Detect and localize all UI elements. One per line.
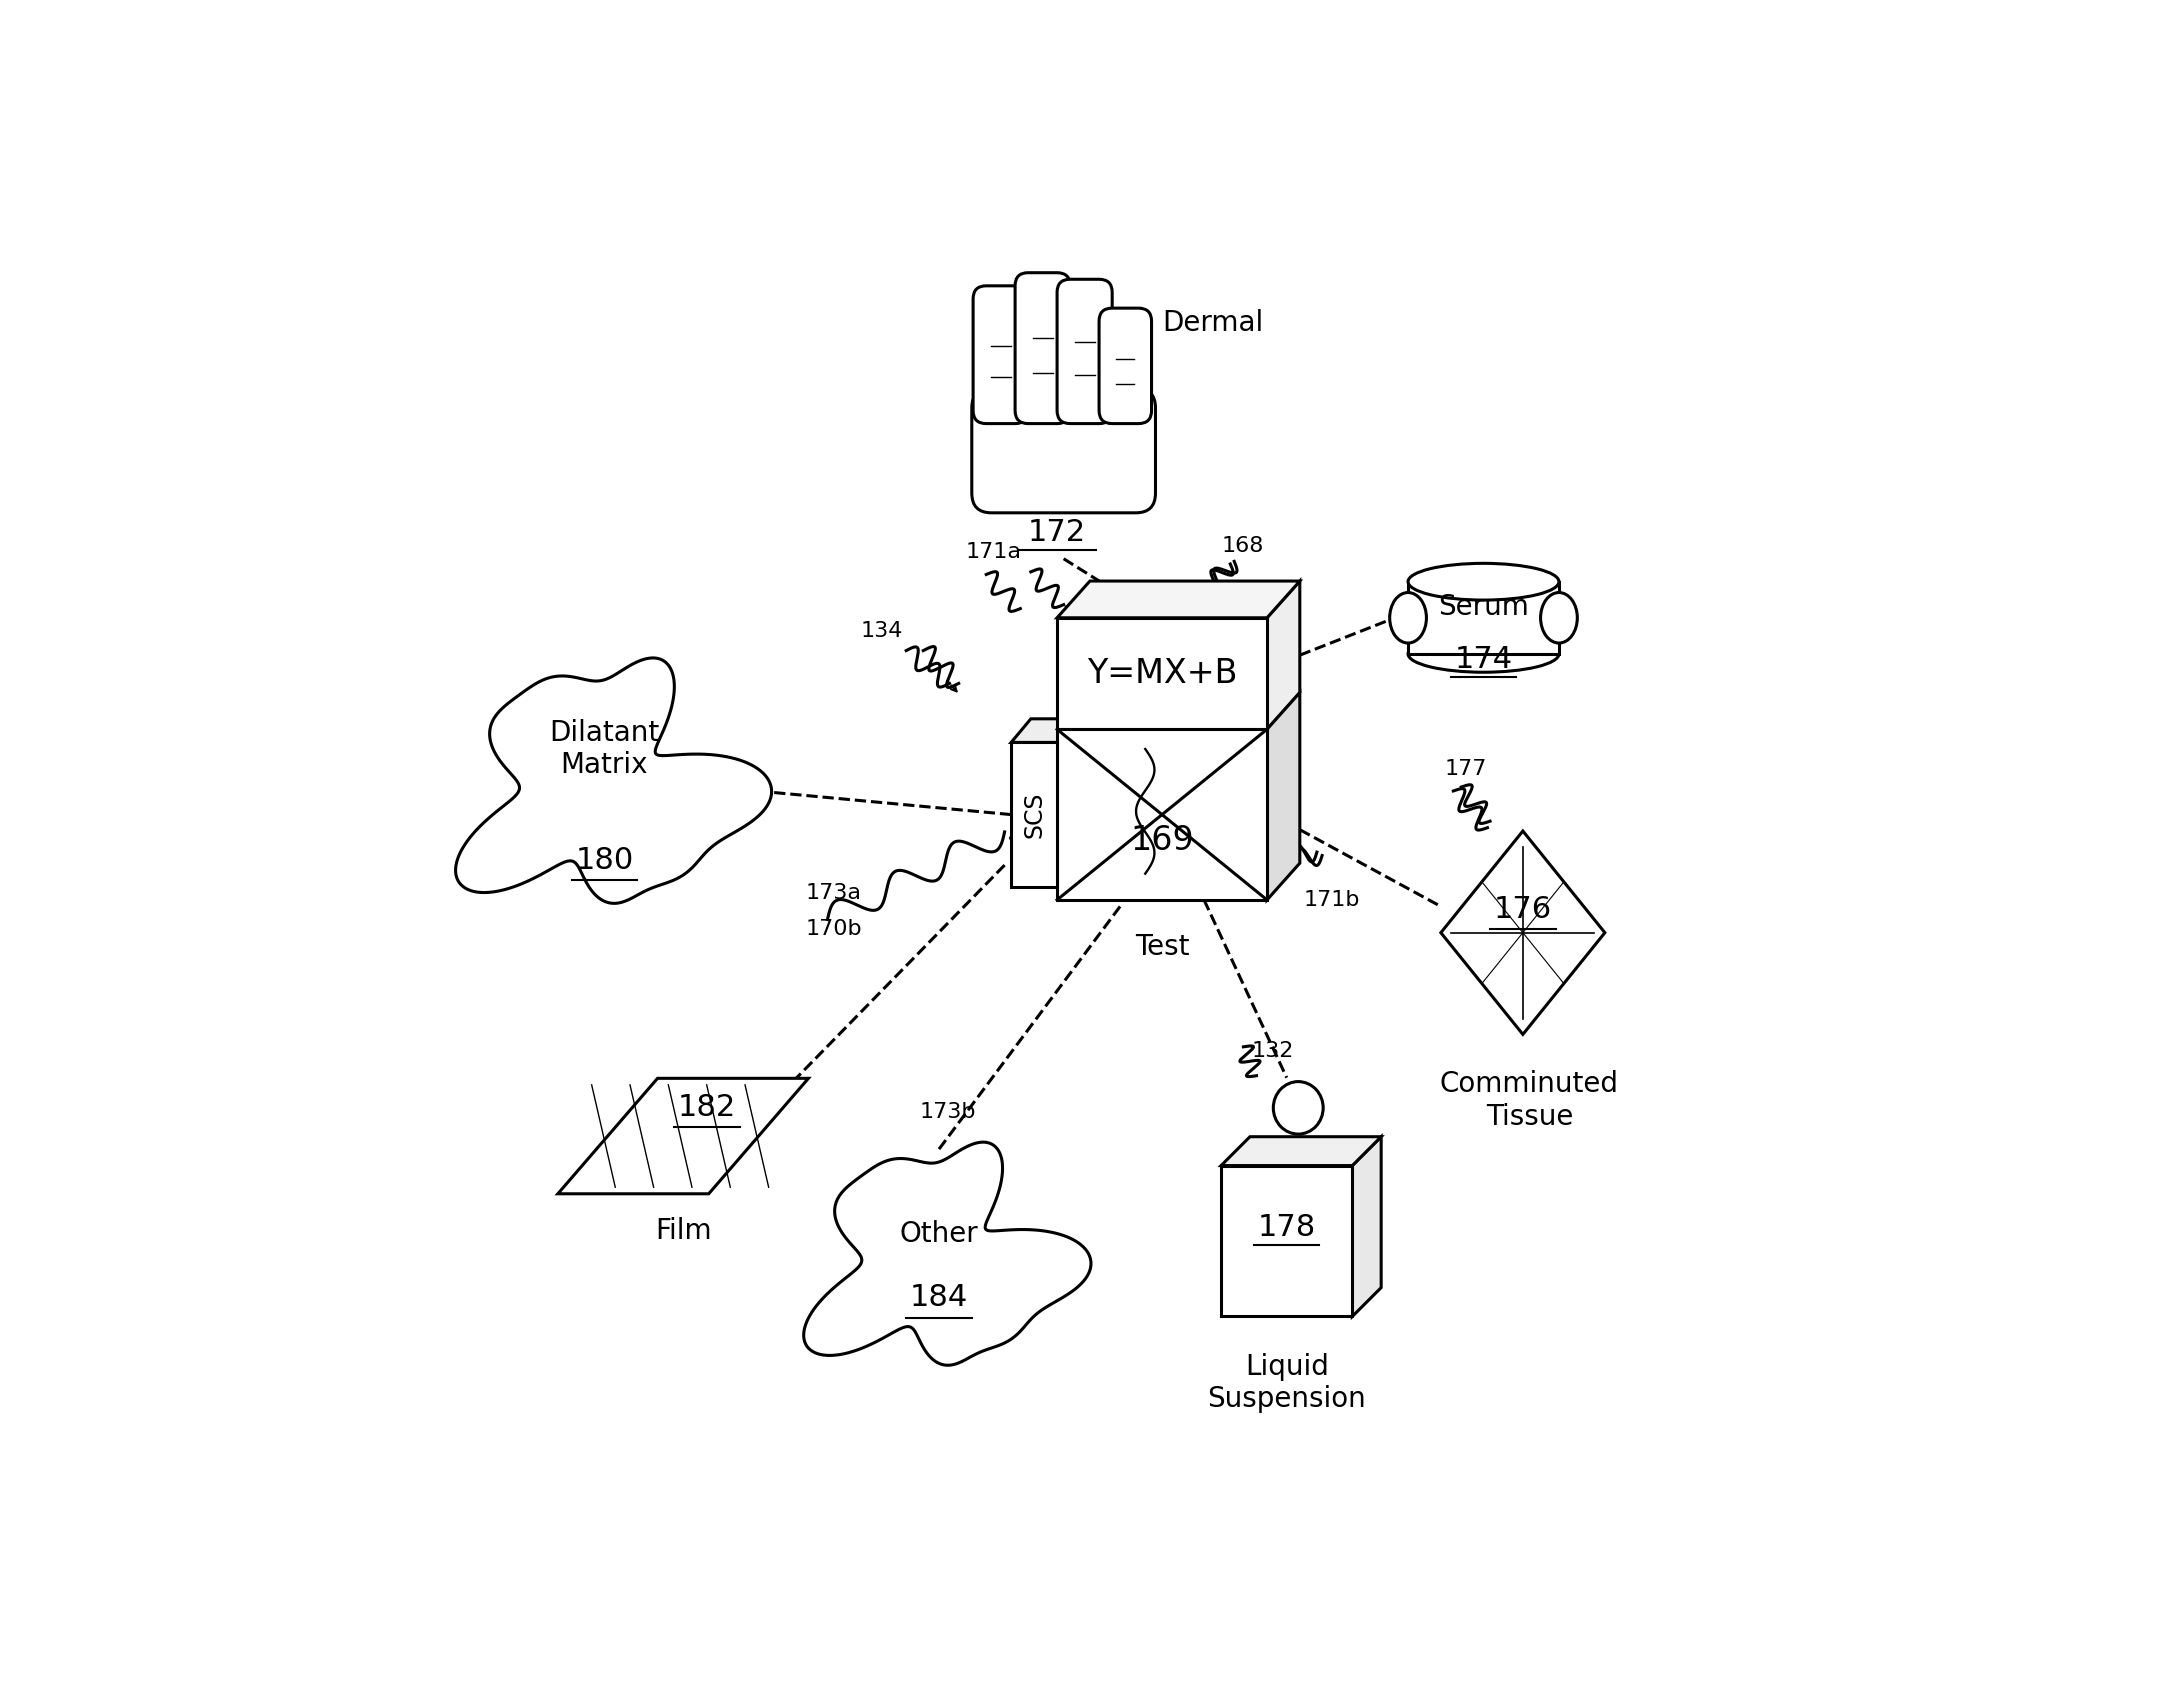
Text: 182: 182 [678,1092,736,1121]
FancyBboxPatch shape [1015,273,1070,424]
Text: 169: 169 [1130,823,1193,857]
Text: 173a: 173a [805,883,862,903]
Polygon shape [559,1079,808,1195]
Text: 171b: 171b [1303,889,1360,910]
FancyBboxPatch shape [1100,308,1152,424]
Polygon shape [1267,692,1299,900]
Text: 177: 177 [1444,758,1487,779]
Polygon shape [1057,619,1267,729]
Ellipse shape [1407,636,1559,673]
Text: Comminuted
Tissue: Comminuted Tissue [1440,1070,1619,1131]
FancyBboxPatch shape [972,389,1156,513]
Text: Y=MX+B: Y=MX+B [1087,658,1236,690]
Text: 173b: 173b [920,1102,976,1123]
Text: Test: Test [1134,932,1189,961]
Polygon shape [1057,729,1267,900]
Text: 174: 174 [1455,646,1513,675]
Text: 171a: 171a [966,542,1022,562]
Polygon shape [1221,1137,1381,1166]
Polygon shape [455,658,771,903]
Polygon shape [1353,1137,1381,1317]
Text: 176: 176 [1494,895,1552,924]
Polygon shape [1057,581,1299,619]
Polygon shape [1011,743,1057,886]
Text: 180: 180 [576,845,634,876]
Text: 184: 184 [909,1283,968,1312]
Polygon shape [803,1142,1091,1365]
Ellipse shape [1541,593,1578,642]
Text: 178: 178 [1258,1213,1316,1242]
Polygon shape [1267,581,1299,729]
Polygon shape [1011,719,1076,743]
Text: Dilatant
Matrix: Dilatant Matrix [550,719,660,779]
Text: 172: 172 [1028,518,1087,547]
Polygon shape [1442,832,1604,1034]
Text: Liquid
Suspension: Liquid Suspension [1208,1353,1366,1413]
Text: 134: 134 [860,620,903,641]
Text: 170b: 170b [805,918,862,939]
Polygon shape [1221,1166,1353,1317]
Ellipse shape [1273,1082,1323,1135]
FancyBboxPatch shape [972,286,1028,424]
Ellipse shape [1390,593,1427,642]
Text: 168: 168 [1221,535,1264,556]
Polygon shape [1407,581,1559,654]
Ellipse shape [1407,564,1559,600]
Text: Other: Other [901,1220,979,1249]
Text: Film: Film [654,1217,712,1246]
Text: Dermal: Dermal [1163,308,1264,337]
Text: Serum: Serum [1438,593,1528,622]
Text: SCS: SCS [1022,791,1046,838]
FancyBboxPatch shape [1057,279,1113,424]
Text: 132: 132 [1251,1041,1295,1062]
